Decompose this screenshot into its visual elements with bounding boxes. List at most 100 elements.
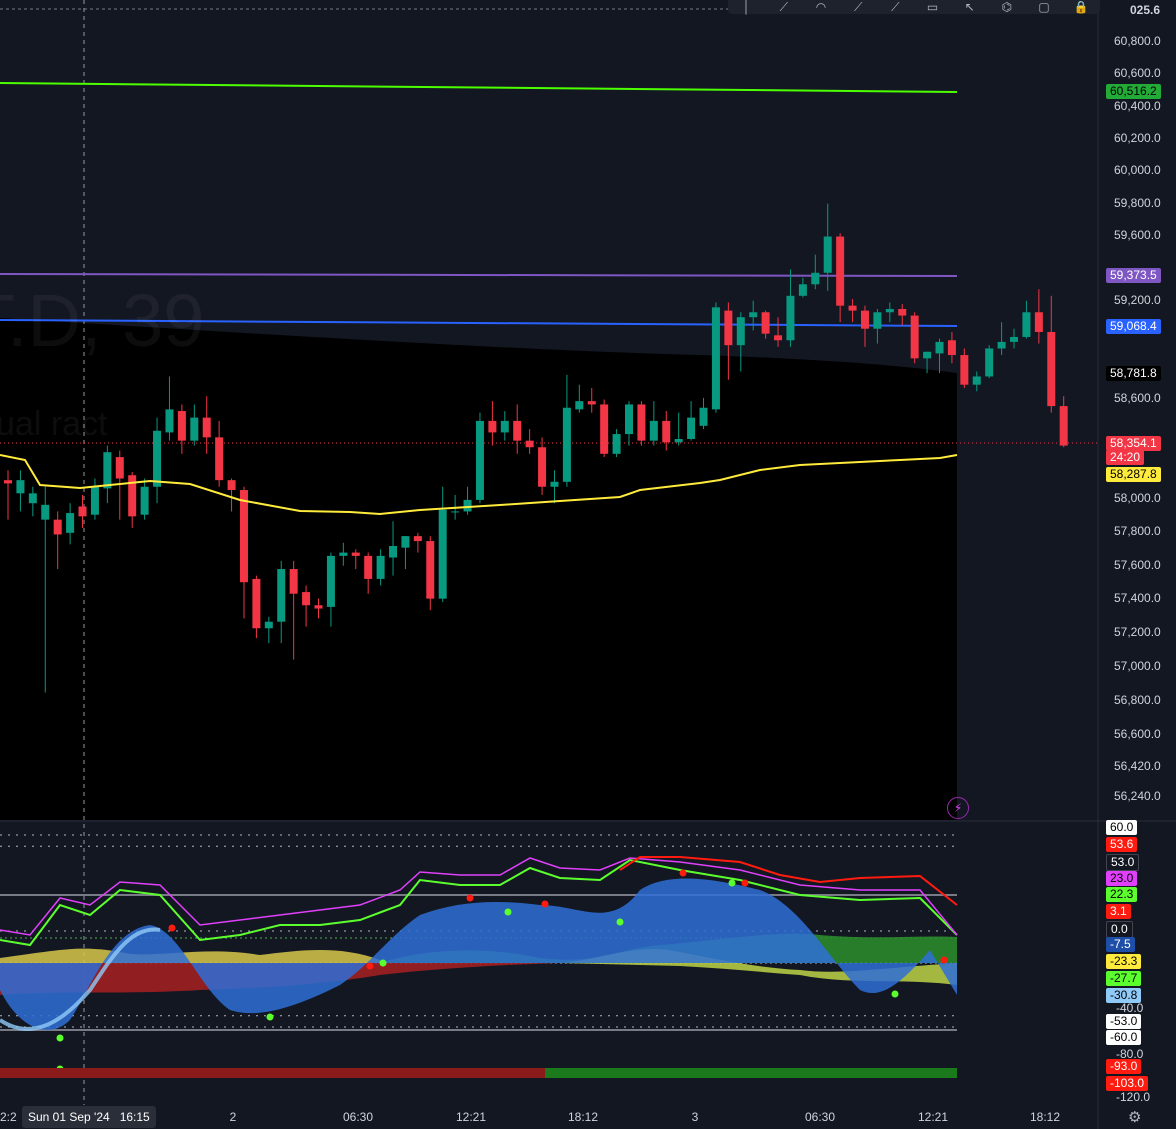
osc-axis-label: -120.0 [1116, 1090, 1150, 1104]
price-axis-label: 60,800.0 [1114, 34, 1161, 48]
candle-body [16, 480, 25, 494]
osc-tag: -103.0 [1106, 1076, 1149, 1091]
candle-body [153, 430, 162, 487]
osc-tag: -27.7 [1106, 971, 1142, 986]
candle-body [53, 519, 62, 535]
price-axis-label: 58,000.0 [1114, 491, 1161, 505]
candle-body [165, 409, 174, 433]
osc-tag: -7.5 [1106, 937, 1135, 952]
time-axis-label: 12:21 [456, 1110, 486, 1124]
time-axis-label: 06:30 [343, 1110, 373, 1124]
green-level-line [0, 82, 958, 93]
candle-body [314, 605, 323, 609]
path-icon[interactable]: ⟋ [779, 0, 788, 14]
time-axis-label: 3 [692, 1110, 699, 1124]
time-axis-label: 06:30 [805, 1110, 835, 1124]
candle-body [202, 417, 211, 438]
black-cloud-area [0, 318, 957, 820]
price-axis-label: 60,200.0 [1114, 131, 1161, 145]
signal-dot [679, 869, 687, 877]
measure-icon[interactable]: ▭ [926, 0, 939, 14]
candle-body [774, 335, 783, 341]
trend-bar-red [0, 1068, 545, 1078]
pattern-icon[interactable]: ⌬ [1001, 0, 1013, 14]
osc-magenta-line [0, 857, 958, 936]
pen-icon[interactable]: ⟋ [891, 0, 900, 14]
price-axis-label: 59,600.0 [1114, 228, 1161, 242]
candle-body [538, 447, 547, 487]
osc-tag: 60.0 [1106, 820, 1138, 835]
candle-body [972, 376, 981, 385]
candle-body [898, 308, 907, 316]
osc-tag: -23.3 [1106, 954, 1142, 969]
candle-body [798, 284, 807, 296]
candle-body [836, 236, 845, 306]
price-axis-label: 56,600.0 [1114, 727, 1161, 741]
candle-body [749, 312, 758, 318]
candle-body [252, 578, 261, 629]
candle-body [625, 404, 633, 435]
candle-body [575, 401, 584, 410]
price-tag-black-area: 58,781.8 [1106, 366, 1161, 381]
price-axis-label: 56,240.0 [1114, 789, 1161, 803]
candle-body [463, 499, 472, 512]
price-axis-label: 60,600.0 [1114, 66, 1161, 80]
osc-tag: 0.0 [1106, 921, 1133, 938]
osc-tag: -93.0 [1106, 1059, 1142, 1074]
candle-body [4, 480, 12, 484]
candle-body [848, 305, 857, 311]
time-axis-label: 12:21 [918, 1110, 948, 1124]
candle-body [935, 341, 944, 354]
candle-body [910, 315, 919, 359]
candle-body [923, 351, 932, 359]
osc-yellow-fill [0, 948, 380, 963]
candle-body [985, 348, 994, 377]
shapes-icon[interactable]: ▢ [1038, 0, 1050, 14]
price-axis-label: 56,800.0 [1114, 693, 1161, 707]
candle-body [140, 486, 149, 515]
candle-body [1022, 312, 1031, 337]
price-tag-green-line: 60,516.2 [1106, 84, 1161, 99]
candle-body [500, 420, 509, 433]
candle-body [413, 536, 422, 542]
flash-icon[interactable]: ⚡ [947, 797, 969, 819]
osc-tag: -53.0 [1106, 1014, 1142, 1029]
candle-body [811, 272, 820, 285]
osc-tag: -60.0 [1106, 1030, 1142, 1045]
candle-body [687, 417, 696, 440]
trend-bar-green [545, 1068, 957, 1078]
brush-icon[interactable]: ⟋ [853, 0, 863, 14]
purple-level-line [0, 273, 958, 277]
candle-body [376, 555, 385, 579]
candle-body [66, 513, 75, 533]
candle-body [1047, 332, 1056, 407]
candle-body [662, 420, 671, 443]
candle-body [326, 555, 335, 607]
gear-icon[interactable]: ⚙ [1128, 1109, 1142, 1126]
candle-body [277, 569, 286, 622]
candle-body [885, 308, 894, 313]
trendline-icon[interactable]: │ [742, 0, 751, 14]
signal-dot [168, 924, 176, 932]
price-axis-label: 59,800.0 [1114, 196, 1161, 210]
price-axis-label: 60,000.0 [1114, 163, 1161, 177]
candle-body [90, 486, 99, 515]
candle-body [724, 310, 733, 346]
candle-body [289, 569, 298, 594]
crosshair-time: 16:15 [119, 1110, 150, 1124]
candle-body [78, 506, 87, 517]
fib-icon[interactable]: ◠ [815, 0, 827, 14]
candle-body [947, 340, 956, 356]
candle-body [451, 511, 460, 513]
candle-body [1034, 312, 1043, 333]
cursor-icon[interactable]: ↖ [964, 0, 975, 14]
candle-body [475, 420, 484, 500]
candle-body [128, 475, 137, 517]
candle-body [562, 407, 571, 482]
signal-dot [466, 894, 474, 902]
drawing-toolbar: │ ⟋ ◠ ⟋ ⟋ ▭ ↖ ⌬ ▢ 🔒 [728, 0, 1100, 14]
candle-body [264, 621, 273, 629]
lock-icon[interactable]: 🔒 [1073, 0, 1089, 14]
candle-body [637, 404, 646, 441]
